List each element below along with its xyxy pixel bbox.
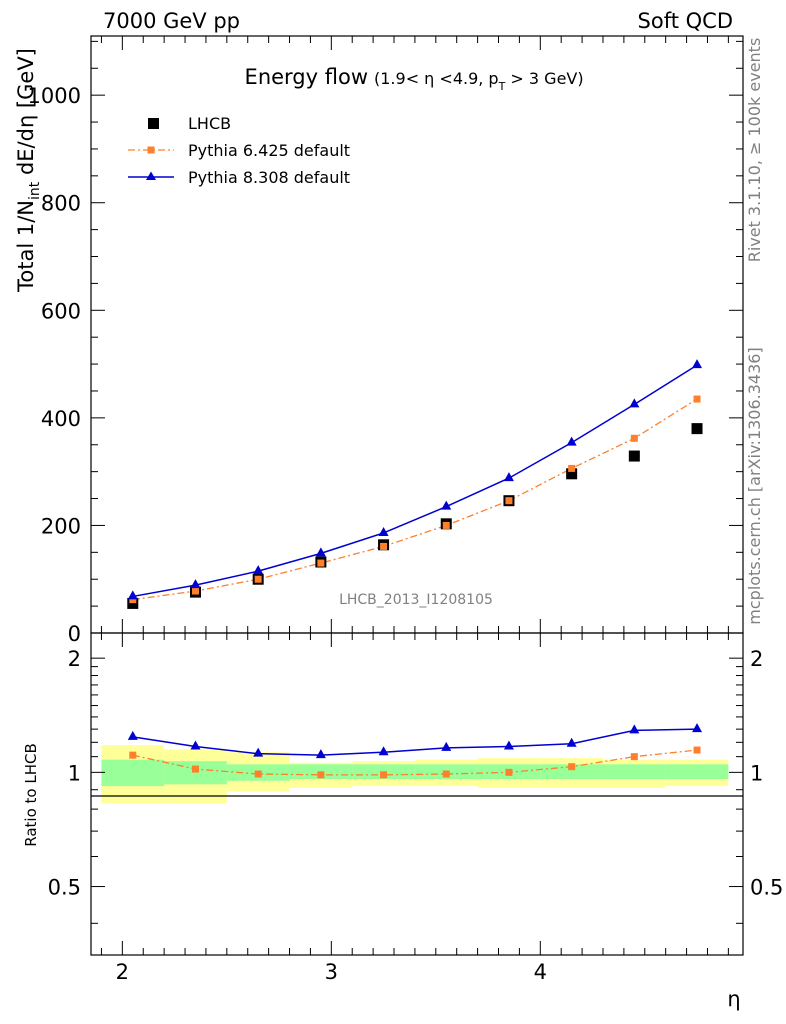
ratio-line-pythia8 <box>132 728 698 756</box>
ratio-point-pythia8 <box>692 723 703 733</box>
mcplots-source-label: mcplots.cern.ch [arXiv:1306.3436] <box>745 347 764 624</box>
ratio-point-pythia6 <box>317 771 325 779</box>
data-point-lhcb <box>566 468 578 480</box>
y-tick-label: 1000 <box>28 84 81 108</box>
ratio-y-axis-label: Ratio to LHCB <box>22 743 40 847</box>
x-tick-label: 2 <box>116 960 129 984</box>
analysis-tag: LHCB_2013_I1208105 <box>339 592 493 608</box>
y-tick-label: 0 <box>68 622 81 646</box>
data-point-pythia8 <box>629 398 640 408</box>
y-tick-label: 200 <box>41 514 81 538</box>
legend-label-pythia6: Pythia 6.425 default <box>188 141 350 160</box>
data-point-lhcb <box>628 450 640 462</box>
data-point-pythia8 <box>190 579 201 589</box>
legend-label-pythia8: Pythia 8.308 default <box>188 168 350 187</box>
legend-marker-pythia8 <box>146 171 156 180</box>
ratio-y-tick-label-right: 0.5 <box>750 876 783 900</box>
legend-label-lhcb: LHCB <box>188 114 231 133</box>
ratio-point-pythia8 <box>253 747 264 757</box>
ratio-panel: 0.5 0.5 1 1 2 2 2 3 4 Ratio to LHCB η <box>22 632 783 1011</box>
legend-entry-pythia8: Pythia 8.308 default <box>128 168 350 187</box>
ratio-point-pythia8 <box>190 740 201 750</box>
x-tick-label: 4 <box>534 960 547 984</box>
ratio-point-pythia8 <box>441 741 452 751</box>
y-axis-label: Total 1/Nint dE/dη [GeV] <box>14 48 43 293</box>
data-point-pythia8 <box>441 500 452 510</box>
ratio-y-tick-label-left: 2 <box>68 647 81 671</box>
uncertainty-band-inner <box>164 761 227 785</box>
data-point-pythia8 <box>566 436 577 446</box>
ratio-point-pythia8 <box>503 740 514 750</box>
data-point-lhcb <box>127 597 139 609</box>
chart-title-cut: (1.9< η <4.9, pT > 3 GeV) <box>374 69 584 93</box>
main-panel: 0 200 400 600 800 1000 Energy flow (1.9< η <4… <box>14 35 744 646</box>
data-point-pythia6 <box>568 464 576 472</box>
ratio-point-pythia6 <box>380 771 388 779</box>
rivet-version-label: Rivet 3.1.10, ≥ 100k events <box>745 38 764 263</box>
legend-entry-lhcb: LHCB <box>148 114 231 133</box>
ratio-point-pythia6 <box>630 753 638 761</box>
data-point-pythia8 <box>503 472 514 482</box>
ratio-point-pythia6 <box>693 746 701 754</box>
data-point-lhcb <box>691 423 703 435</box>
y-tick-label: 800 <box>41 192 81 216</box>
ratio-y-tick-label-right: 2 <box>750 647 763 671</box>
ratio-point-pythia6 <box>191 765 199 773</box>
series-line-pythia8 <box>132 364 698 598</box>
data-point-pythia8 <box>315 547 326 557</box>
ratio-point-pythia8 <box>629 724 640 734</box>
uncertainty-band-inner <box>665 764 729 780</box>
header-right: Soft QCD <box>638 9 733 33</box>
x-tick-label: 3 <box>325 960 338 984</box>
data-point-pythia8 <box>692 359 703 369</box>
data-point-pythia6 <box>442 521 450 529</box>
ratio-point-pythia8 <box>566 737 577 747</box>
data-point-pythia6 <box>693 395 701 403</box>
y-tick-label: 400 <box>41 407 81 431</box>
data-point-pythia6 <box>129 596 137 604</box>
y-tick-label: 600 <box>41 299 81 323</box>
legend: LHCB Pythia 6.425 default Pythia 8.308 d… <box>128 114 350 187</box>
data-point-pythia8 <box>378 526 389 536</box>
series-line-pythia6 <box>132 398 698 601</box>
data-point-pythia8 <box>253 565 264 575</box>
ratio-point-pythia8 <box>378 746 389 756</box>
data-point-pythia6 <box>630 434 638 442</box>
chart-title: Energy flow <box>245 65 368 89</box>
ratio-point-pythia8 <box>127 730 138 740</box>
legend-marker-lhcb <box>148 118 159 129</box>
data-point-pythia6 <box>317 559 325 567</box>
ratio-y-tick-label-right: 1 <box>750 761 763 785</box>
legend-entry-pythia6: Pythia 6.425 default <box>128 141 350 160</box>
legend-marker-pythia6 <box>147 146 155 154</box>
data-point-pythia6 <box>505 497 513 505</box>
ratio-point-pythia6 <box>568 763 576 771</box>
ratio-point-pythia6 <box>442 770 450 778</box>
uncertainty-band-inner <box>101 759 165 787</box>
ratio-point-pythia8 <box>315 749 326 759</box>
uncertainty-band-inner <box>602 764 666 780</box>
header-left: 7000 GeV pp <box>103 9 240 33</box>
ratio-frame <box>90 632 744 956</box>
data-point-pythia6 <box>380 542 388 550</box>
ratio-line-pythia6 <box>132 749 698 776</box>
ratio-y-tick-label-left: 0.5 <box>48 876 81 900</box>
ratio-y-tick-label-left: 1 <box>68 761 81 785</box>
ratio-point-pythia6 <box>254 770 262 778</box>
ratio-point-pythia6 <box>129 751 137 759</box>
data-point-pythia6 <box>254 575 262 583</box>
ratio-point-pythia6 <box>505 768 513 776</box>
data-point-pythia6 <box>191 587 199 595</box>
data-point-pythia8 <box>127 590 138 600</box>
x-axis-label: η <box>727 987 740 1011</box>
